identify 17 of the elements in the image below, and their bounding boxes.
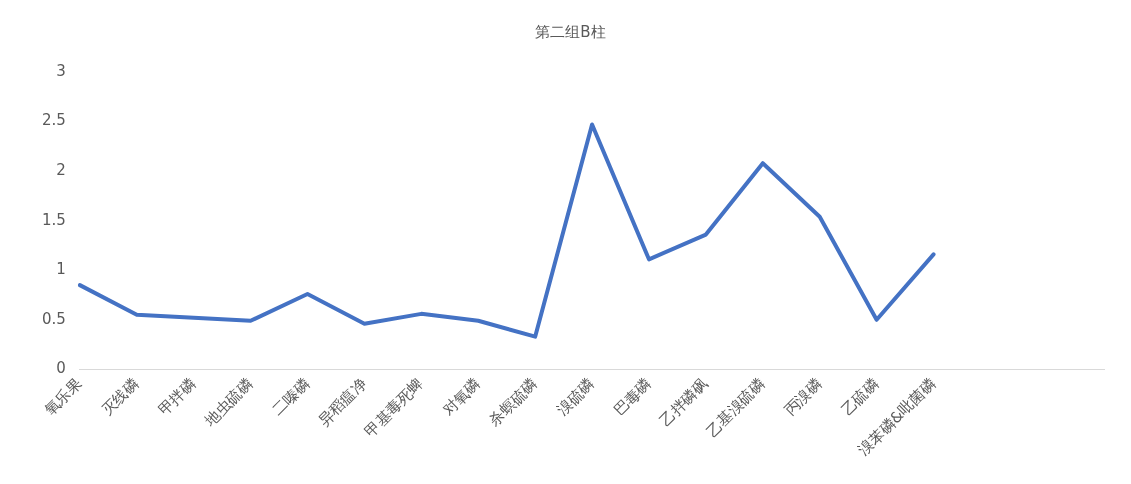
x-tick-label: 地虫硫磷 [200,374,257,431]
x-tick-label: 巴毒磷 [610,374,655,420]
y-tick-label: 2.5 [42,111,66,130]
x-tick-label: 溴硫磷 [553,374,598,420]
x-tick-label: 杀螟硫磷 [485,374,541,430]
y-tick-label: 1 [56,260,66,279]
y-tick-label: 0.5 [42,309,66,328]
x-tick-label: 乙硫磷 [837,374,883,420]
y-tick-label: 1.5 [42,210,66,229]
y-tick-label: 2 [56,161,66,180]
x-tick-label: 甲拌磷 [154,374,200,420]
x-tick-label: 灭线磷 [97,374,143,420]
x-tick-label: 二嗪磷 [268,374,314,420]
y-tick-label: 3 [56,61,66,80]
chart-title: 第二组B柱 [535,22,606,41]
x-tick-label: 丙溴磷 [780,374,826,420]
x-tick-label: 对氧磷 [439,374,484,420]
